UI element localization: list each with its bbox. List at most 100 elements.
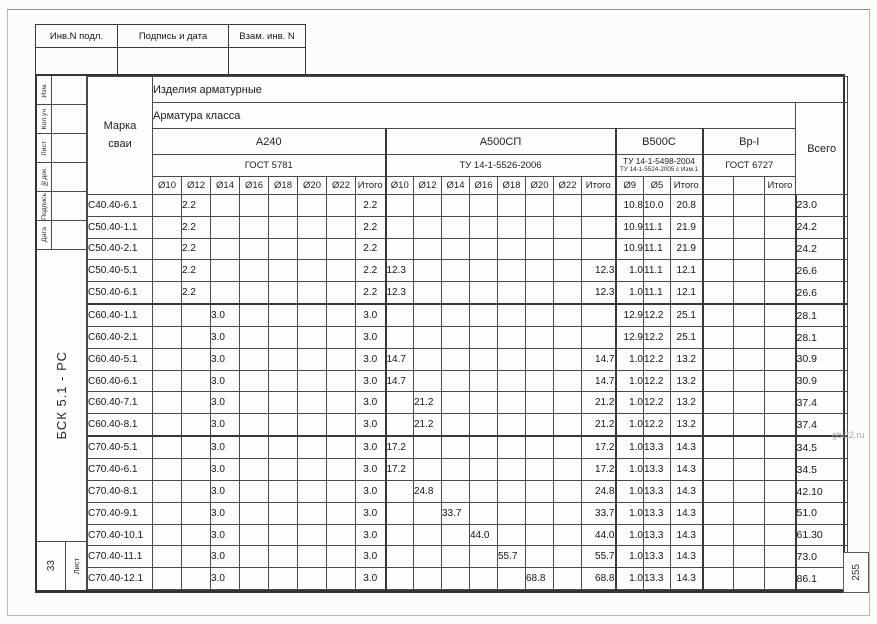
cell-a240 [268, 545, 298, 569]
cell-a500 [413, 215, 442, 239]
cell-a500-itogo [581, 326, 616, 349]
cell-a500 [525, 435, 554, 460]
cell-a240 [326, 259, 356, 282]
cell-a240 [239, 458, 269, 482]
cell-a500 [384, 237, 414, 261]
cell-a240 [326, 237, 356, 261]
cell-a240: 2.2 [181, 194, 211, 217]
cell-vr1-itogo [764, 347, 796, 371]
cell-a500-itogo [581, 194, 616, 217]
cell-a500 [441, 215, 470, 239]
cell-a500 [384, 480, 414, 503]
cell-a240 [326, 194, 356, 217]
cell-a240 [152, 480, 182, 503]
table-row: С50.40-6.1 2.2 2.2 12.3 12.3 1.0 11.1 12.1 26.6 [87, 281, 849, 306]
cell-a240 [326, 567, 356, 590]
cell-a500: 21.2 [413, 413, 442, 438]
cell-a240 [326, 458, 356, 482]
cell-a240 [181, 567, 211, 590]
cell-a500 [384, 523, 414, 547]
cell-a240 [181, 347, 211, 371]
page-number: 255 [850, 564, 862, 581]
cell-a240 [181, 435, 211, 460]
row-mark: С50.40-2.1 [87, 237, 153, 261]
cell-b500-itogo: 14.3 [670, 501, 703, 525]
cell-vr1 [733, 303, 765, 328]
cell-vr1-itogo [764, 259, 796, 282]
cell-a500: 12.3 [384, 259, 414, 282]
cell-a240 [268, 281, 298, 306]
cell-a240-itogo: 3.0 [355, 501, 386, 525]
cell-vr1-itogo [764, 281, 796, 306]
group-header-v500s: В500С [614, 128, 703, 155]
cell-vr1 [733, 215, 765, 239]
col-header-empty [701, 176, 734, 195]
cell-a240 [326, 347, 356, 371]
cell-a500-itogo: 12.3 [581, 259, 616, 282]
row-mark: С60.40-7.1 [87, 391, 153, 415]
cell-b500-d9: 10.8 [614, 194, 644, 217]
cell-vr1 [701, 347, 734, 371]
cell-a500 [553, 369, 582, 393]
top-stamp: Инв.N подл. Подпись и дата Взам. инв. N [35, 24, 306, 75]
cell-a500 [553, 545, 582, 569]
cell-a500 [497, 501, 526, 525]
cell-b500-d5: 12.2 [643, 326, 671, 349]
cell-b500-d9: 1.0 [614, 347, 644, 371]
cell-a240 [297, 281, 327, 306]
cell-a240 [326, 480, 356, 503]
cell-a500 [469, 413, 498, 438]
side-label: Подпись [40, 192, 48, 220]
cell-a500 [441, 391, 470, 415]
cell-vr1-itogo [764, 303, 796, 328]
cell-a500: 21.2 [413, 391, 442, 415]
side-label: Изм. [40, 82, 48, 98]
cell-a500: 44.0 [469, 523, 498, 547]
cell-a500: 14.7 [384, 347, 414, 371]
cell-a500 [553, 391, 582, 415]
cell-vr1 [733, 194, 765, 217]
cell-a240-itogo: 3.0 [355, 545, 386, 569]
cell-a240 [239, 501, 269, 525]
cell-a240: 2.2 [181, 281, 211, 306]
row-total: 28.1 [794, 303, 849, 328]
cell-a240 [181, 326, 211, 349]
cell-a500 [553, 480, 582, 503]
cell-a500 [469, 215, 498, 239]
cell-a240: 2.2 [181, 259, 211, 282]
row-total: 34.5 [794, 458, 849, 482]
cell-vr1 [733, 501, 765, 525]
cell-b500-d5: 11.1 [643, 215, 671, 239]
cell-a240 [268, 369, 298, 393]
cell-a240 [181, 523, 211, 547]
standard-gost6727: ГОСТ 6727 [701, 154, 796, 177]
cell-a500 [525, 391, 554, 415]
row-mark: С70.40-9.1 [87, 501, 153, 525]
cell-a500: 33.7 [441, 501, 470, 525]
cell-b500-itogo: 21.9 [670, 237, 703, 261]
cell-a240 [239, 413, 269, 438]
cell-a500 [497, 303, 526, 328]
cell-a240 [239, 303, 269, 328]
cell-b500-d9: 1.0 [614, 523, 644, 547]
side-label: Кол.уч [40, 108, 48, 130]
cell-a240: 3.0 [210, 523, 240, 547]
row-total: 73.0 [794, 545, 849, 569]
cell-a240 [297, 501, 327, 525]
cell-a240 [210, 259, 240, 282]
cell-vr1-itogo [764, 194, 796, 217]
cell-vr1-itogo [764, 545, 796, 569]
cell-a500 [441, 347, 470, 371]
row-mark: С60.40-2.1 [87, 326, 153, 349]
cell-a500-itogo: 17.2 [581, 435, 616, 460]
row-mark: С50.40-6.1 [87, 281, 153, 306]
cell-a240-itogo: 3.0 [355, 347, 386, 371]
cell-b500-itogo: 25.1 [670, 303, 703, 328]
mark-column-header: Марка сваи [87, 76, 153, 195]
cell-a500 [441, 480, 470, 503]
cell-a500: 17.2 [384, 435, 414, 460]
cell-a500 [553, 413, 582, 438]
table-row: С60.40-7.1 3.0 3.0 21.2 21.2 1.0 12.2 13.2 37.4 [87, 391, 849, 415]
cell-b500-d9: 1.0 [614, 281, 644, 306]
cell-a500 [525, 215, 554, 239]
